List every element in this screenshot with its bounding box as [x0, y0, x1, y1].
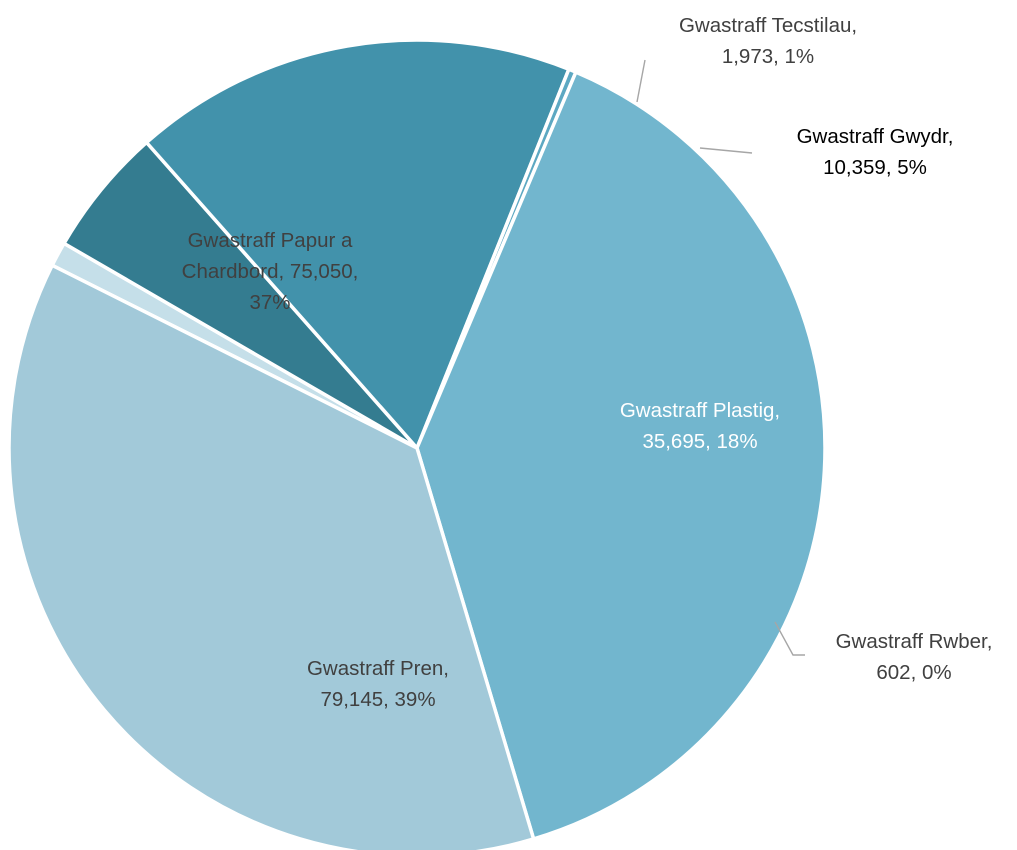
- data-label-line: 79,145, 39%: [320, 688, 435, 711]
- data-label-gwastraff-papur-a-chardbord: Gwastraff Papur a Chardbord, 75,050, 37%: [182, 229, 359, 314]
- data-label-line: 10,359, 5%: [823, 156, 927, 179]
- data-label-line: 35,695, 18%: [642, 430, 757, 453]
- data-label-line: Gwastraff Tecstilau,: [679, 14, 857, 37]
- pie-slice-gwastraff-pren: [415, 70, 827, 841]
- data-label-line: Gwastraff Gwydr,: [797, 125, 954, 148]
- leader-line-gwastraff-rwber: [774, 621, 805, 656]
- data-label-gwastraff-rwber: Gwastraff Rwber, 602, 0%: [836, 630, 993, 684]
- data-label-gwastraff-pren: Gwastraff Pren, 79,145, 39%: [307, 657, 449, 711]
- pie-slice-gwastraff-plastig: [144, 38, 571, 450]
- data-label-gwastraff-plastig: Gwastraff Plastig, 35,695, 18%: [620, 399, 780, 453]
- data-label-line: 1,973, 1%: [722, 45, 814, 68]
- pie-slice-gwastraff-papur-a-chardbord: [7, 263, 536, 850]
- data-label-line: Chardbord, 75,050,: [182, 260, 359, 283]
- leader-line-gwastraff-gwydr: [699, 147, 753, 154]
- data-label-gwastraff-gwydr: Gwastraff Gwydr, 10,359, 5%: [797, 125, 954, 179]
- leader-line-gwastraff-tecstilau: [636, 59, 646, 103]
- data-label-line: Gwastraff Plastig,: [620, 399, 780, 422]
- data-label-line: 602, 0%: [876, 661, 951, 684]
- data-label-gwastraff-tecstilau: Gwastraff Tecstilau, 1,973, 1%: [679, 14, 857, 68]
- data-label-line: Gwastraff Rwber,: [836, 630, 993, 653]
- data-label-line: 37%: [249, 291, 290, 314]
- data-label-line: Gwastraff Pren,: [307, 657, 449, 680]
- data-label-line: Gwastraff Papur a: [188, 229, 353, 252]
